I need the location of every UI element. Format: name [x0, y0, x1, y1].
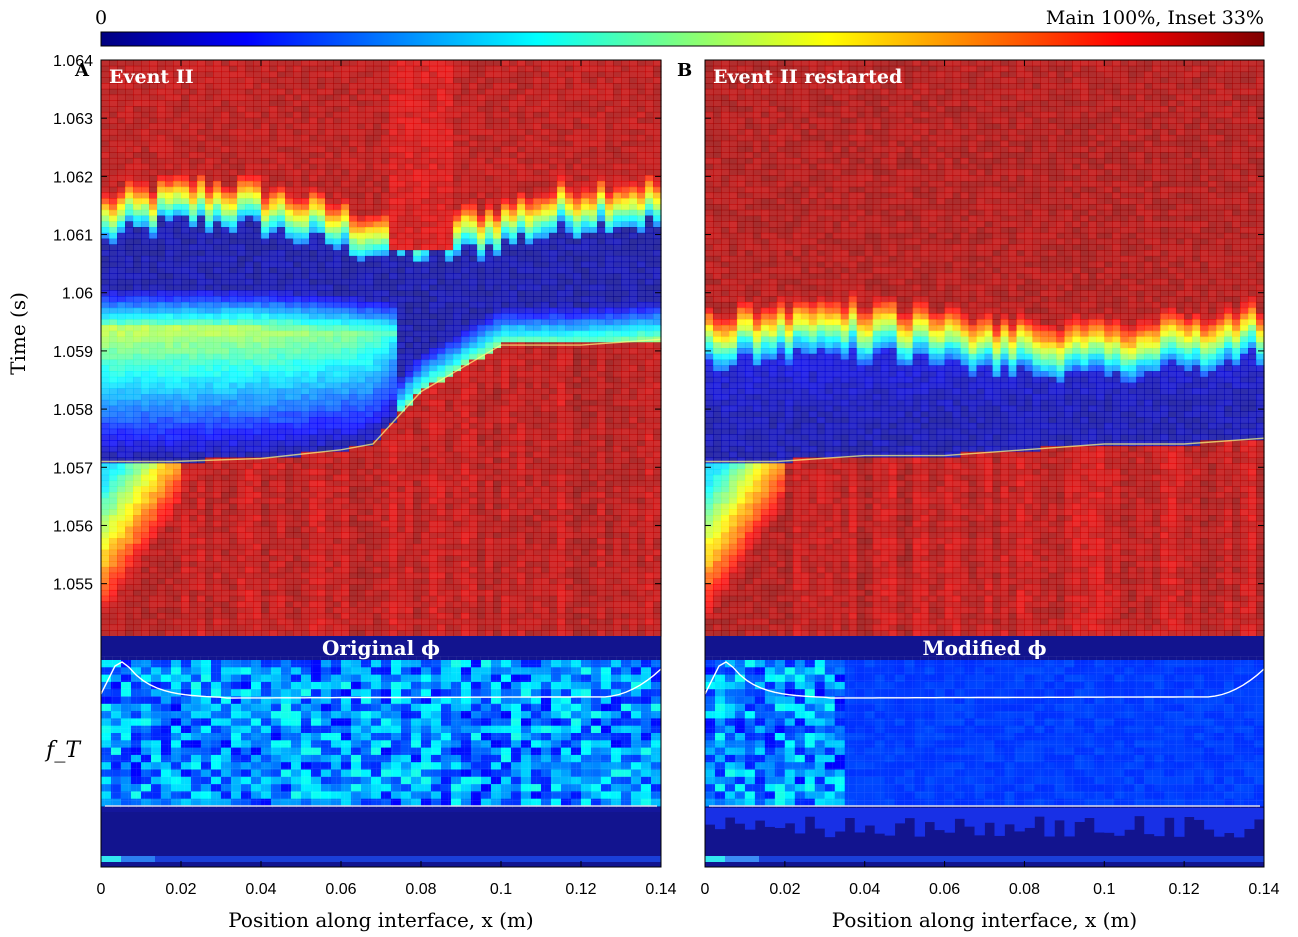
x-tick-label-a: 0.14 [645, 881, 676, 898]
x-tick-label-a: 0 [97, 881, 106, 898]
panel-a: Original ϕ Event II A 0 0.02 0.04 0.06 0.08 0.1 0… [6, 53, 677, 932]
panel-b: Modified ϕ Event II restarted B 0 0.02 0.04 0.… [677, 59, 1280, 932]
x-axis-label-b: Position along interface, x (m) [832, 908, 1137, 932]
rupture-front-line-b [705, 437, 1265, 463]
inset-envelope-curve-b [704, 661, 1265, 699]
x-tick-label-a: 0.02 [165, 881, 196, 898]
x-tick-label-b: 0.14 [1248, 881, 1279, 898]
y-tick-label-a: 1.063 [53, 111, 93, 128]
x-tick-label-b: 0.06 [929, 881, 960, 898]
inset-y-label-a: f_T [44, 738, 82, 763]
y-axis-label-a: Time (s) [6, 292, 30, 375]
x-tick-label-b: 0.02 [769, 881, 800, 898]
rupture-front-line-a [101, 338, 662, 463]
y-tick-label-a: 1.058 [53, 402, 93, 419]
panel-letter-a: A [74, 60, 90, 81]
inset-label-a: Original ϕ [322, 636, 440, 660]
y-tick-label-a: 1.055 [53, 577, 93, 594]
x-tick-label-b: 0.1 [1093, 881, 1115, 898]
inset-label-b: Modified ϕ [922, 636, 1046, 660]
y-tick-label-a: 1.06 [62, 286, 93, 303]
inset-envelope-curve-a [100, 661, 662, 699]
y-tick-label-a: 1.061 [53, 228, 93, 245]
plot-frame-a [100, 59, 662, 868]
colorbar-min-label: 0 [95, 7, 107, 29]
panel-letter-b: B [677, 60, 692, 81]
y-tick-label-a: 1.064 [53, 53, 93, 70]
inset-a [100, 636, 662, 867]
y-tick-label-a: 1.057 [53, 460, 93, 477]
heatmap-b [705, 60, 1265, 637]
x-tick-label-a: 0.1 [490, 881, 512, 898]
heatmap-a [101, 60, 662, 637]
colorbar-bar [100, 31, 1265, 47]
x-tick-label-a: 0.06 [325, 881, 356, 898]
x-tick-label-a: 0.08 [405, 881, 436, 898]
colorbar: 0 Main 100%, Inset 33% [95, 7, 1265, 47]
x-tick-label-a: 0.04 [245, 881, 276, 898]
panel-label-b: Event II restarted [713, 66, 902, 88]
colorbar-max-label: Main 100%, Inset 33% [1046, 7, 1264, 29]
x-tick-label-b: 0.12 [1169, 881, 1200, 898]
y-tick-label-a: 1.062 [53, 169, 93, 186]
panel-label-a: Event II [109, 66, 194, 88]
x-tick-label-b: 0.08 [1009, 881, 1040, 898]
y-tick-label-a: 1.056 [53, 519, 93, 536]
plot-frame-b [704, 59, 1265, 868]
x-axis-label-a: Position along interface, x (m) [228, 908, 533, 932]
y-tick-label-a: 1.059 [53, 344, 93, 361]
inset-b [704, 636, 1265, 867]
x-tick-label-a: 0.12 [565, 881, 596, 898]
x-tick-label-b: 0 [701, 881, 710, 898]
x-tick-label-b: 0.04 [849, 881, 880, 898]
